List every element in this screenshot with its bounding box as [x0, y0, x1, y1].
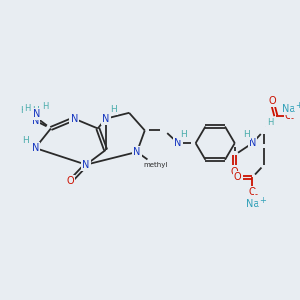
Text: H: H: [42, 103, 48, 112]
Text: N: N: [34, 109, 41, 119]
Text: Na: Na: [246, 199, 259, 209]
Text: H: H: [32, 106, 39, 116]
Text: O: O: [268, 96, 276, 106]
Text: N: N: [102, 114, 109, 124]
Text: H: H: [110, 105, 117, 114]
Text: N: N: [32, 143, 39, 153]
Text: -: -: [255, 190, 258, 200]
Text: +: +: [295, 101, 300, 110]
Text: N: N: [133, 147, 141, 157]
Text: N: N: [32, 116, 39, 126]
Text: H: H: [20, 106, 27, 116]
Text: H: H: [24, 104, 31, 113]
Text: O: O: [285, 111, 292, 121]
Text: H: H: [181, 130, 187, 139]
Text: -: -: [291, 114, 294, 123]
Text: N: N: [71, 114, 78, 124]
Text: methyl: methyl: [143, 162, 168, 168]
Text: O: O: [231, 167, 238, 176]
Text: H: H: [243, 130, 250, 139]
Text: O: O: [67, 176, 74, 186]
Text: H: H: [267, 118, 273, 127]
Text: N: N: [82, 160, 90, 170]
Text: +: +: [259, 196, 266, 206]
Text: N: N: [174, 138, 182, 148]
Text: H: H: [22, 136, 29, 145]
Text: Na: Na: [282, 104, 295, 114]
Text: O: O: [234, 172, 242, 182]
Text: O: O: [249, 187, 256, 197]
Text: N: N: [249, 138, 256, 148]
